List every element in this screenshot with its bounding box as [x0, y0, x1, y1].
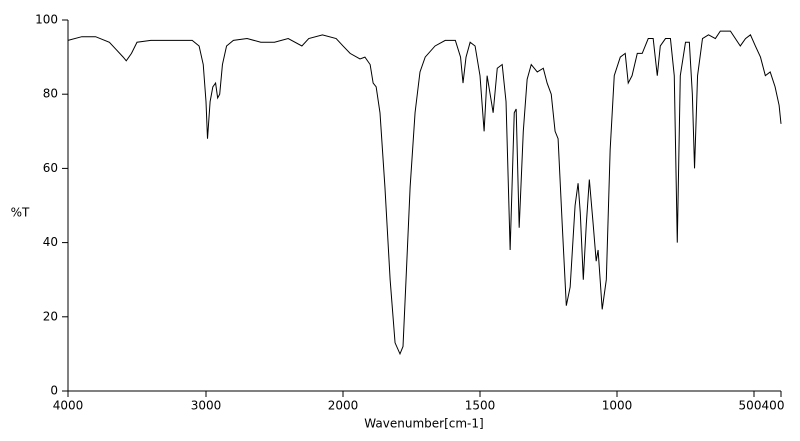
y-axis-label: %T — [11, 206, 30, 220]
y-tick-label: 100 — [35, 13, 58, 27]
x-tick-label: 2000 — [328, 399, 359, 413]
x-tick-label: 400 — [762, 399, 785, 413]
spectrum-line — [67, 30, 782, 356]
x-tick-label: 3000 — [191, 399, 222, 413]
x-tick-label: 500 — [739, 399, 762, 413]
x-axis-label: Wavenumber[cm-1] — [364, 417, 483, 431]
y-tick-label: 80 — [43, 87, 58, 101]
y-tick-label: 40 — [43, 235, 58, 249]
y-tick-label: 60 — [43, 161, 58, 175]
x-tick-label: 1500 — [465, 399, 496, 413]
y-tick-label: 0 — [50, 384, 58, 398]
x-tick-label: 1000 — [602, 399, 633, 413]
y-tick-label: 20 — [43, 309, 58, 323]
x-tick-label: 4000 — [53, 399, 84, 413]
